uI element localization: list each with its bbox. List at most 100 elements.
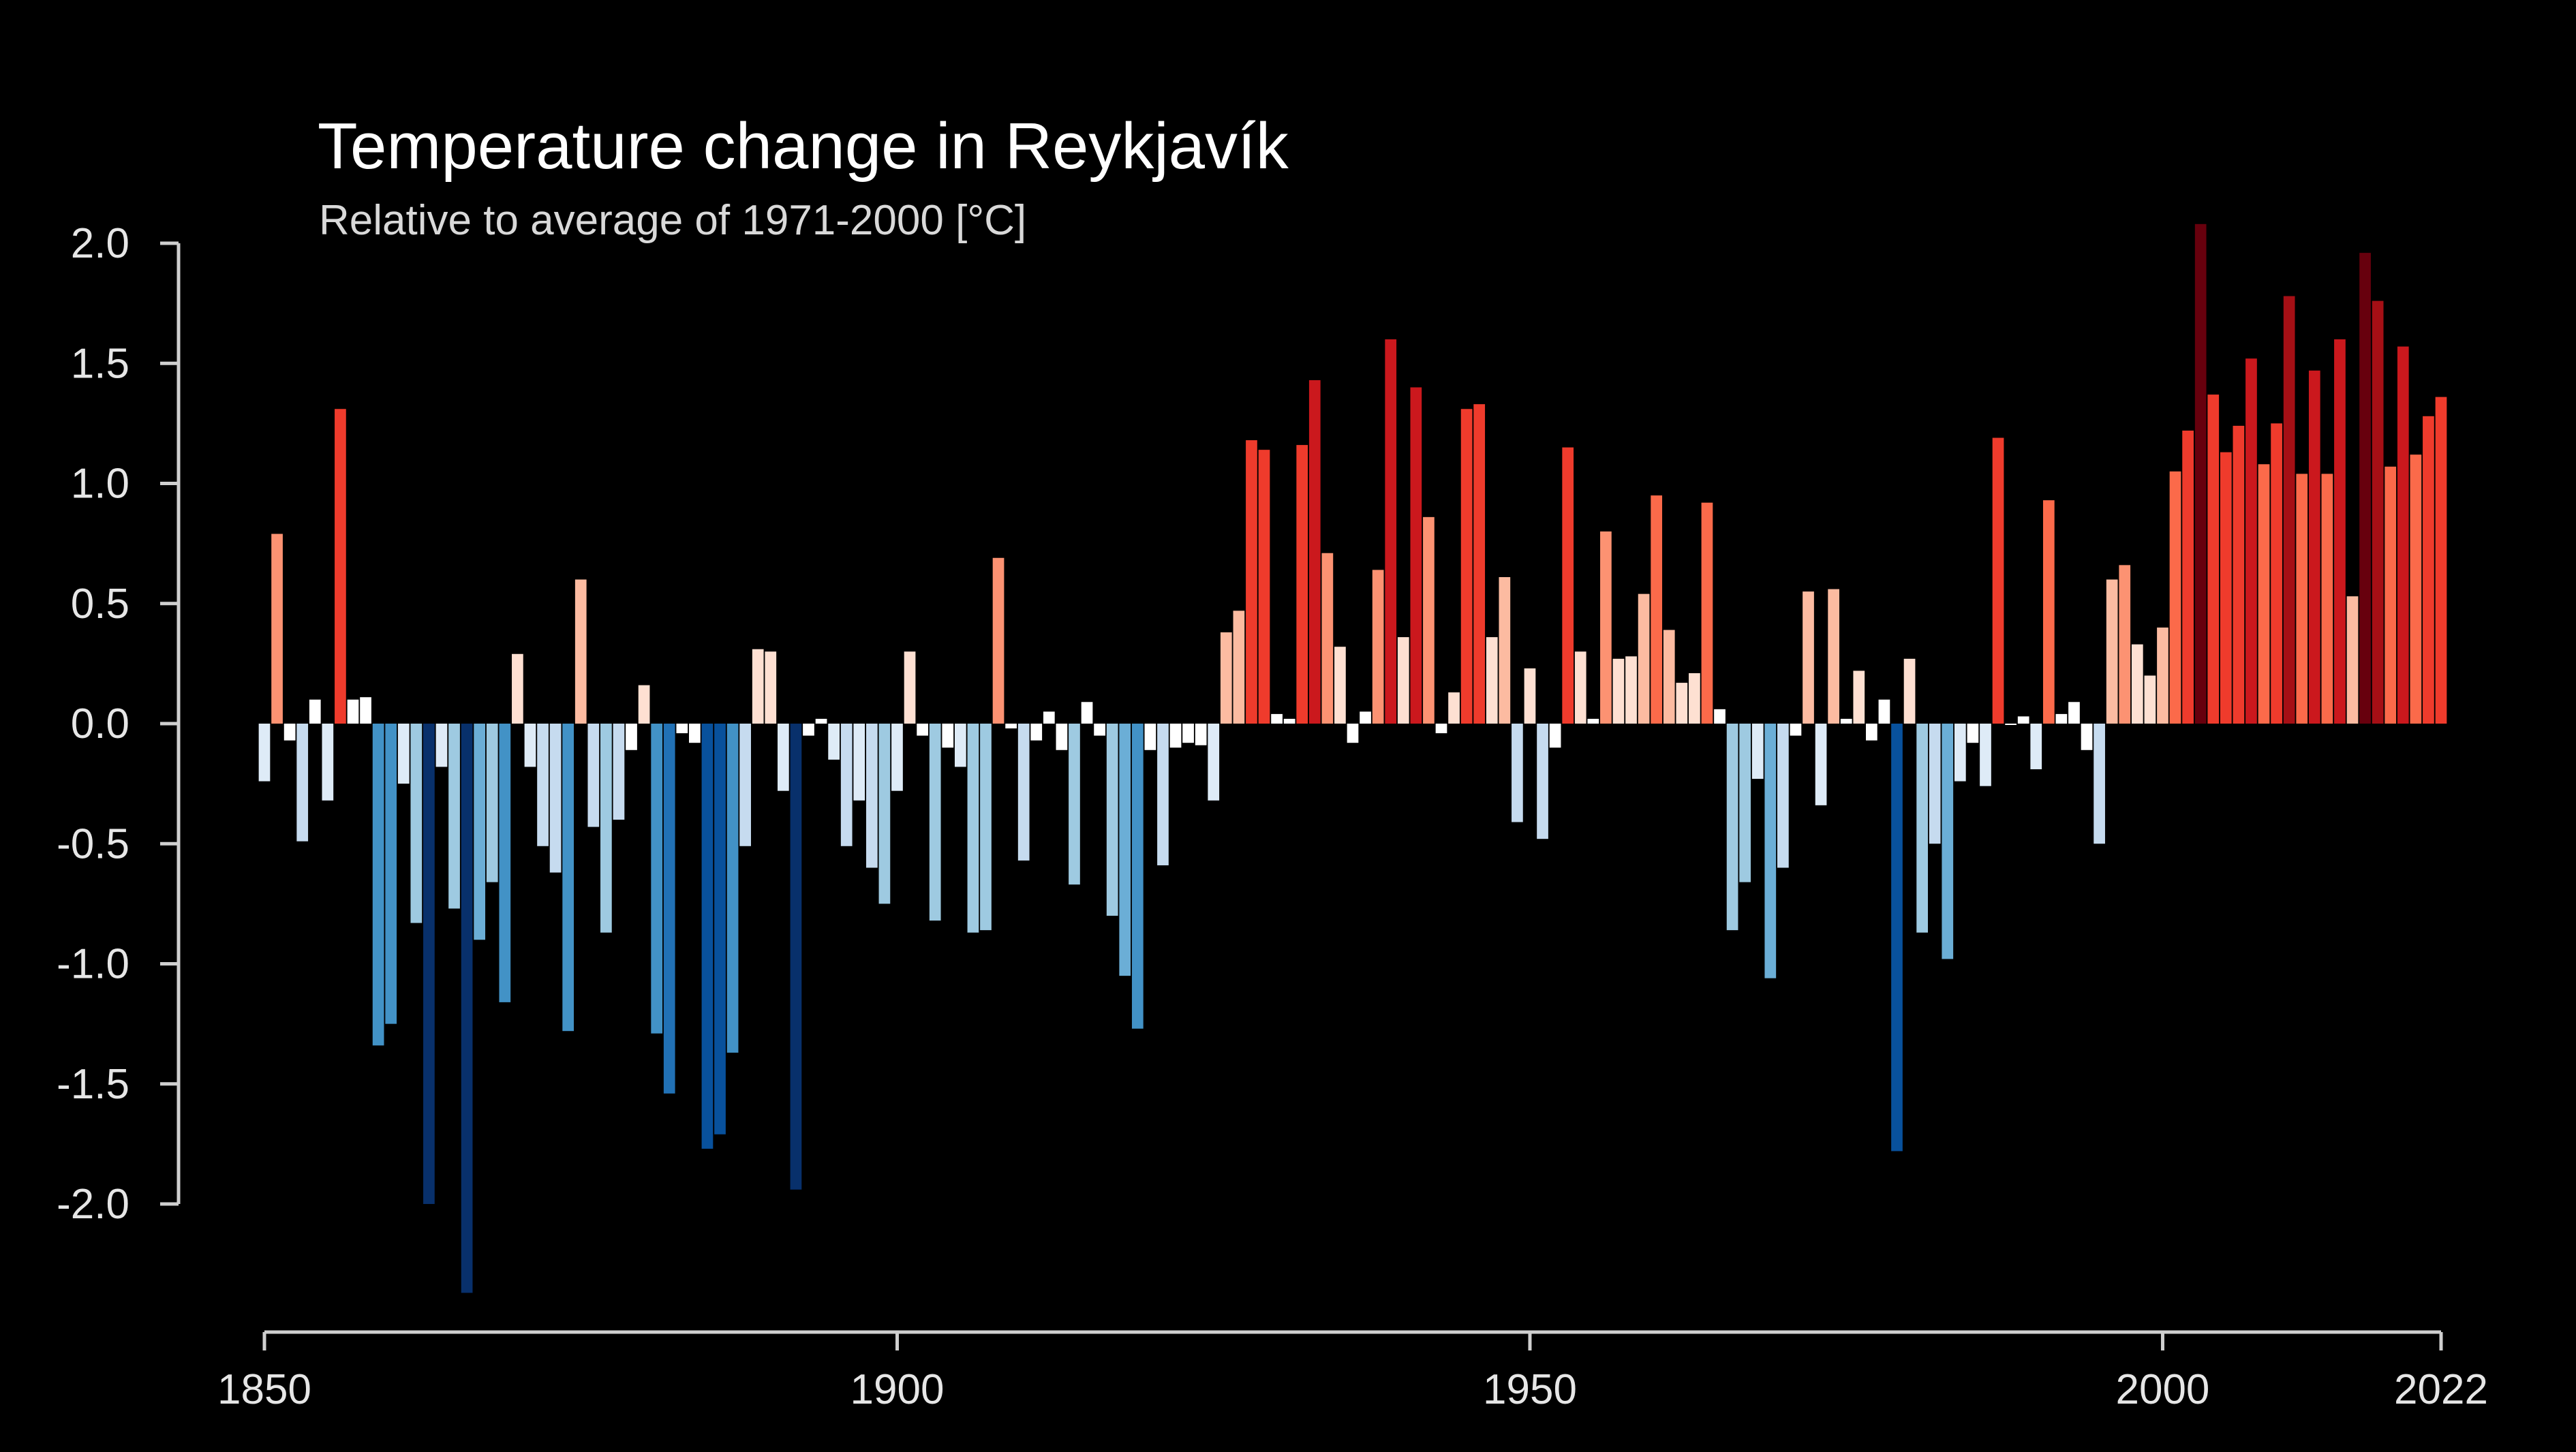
bar-1892 [790,724,802,1190]
bar-1952 [1549,724,1561,748]
x-tick-label: 1850 [217,1366,311,1413]
bar-2021 [2423,416,2434,724]
bar-2004 [2207,395,2220,724]
bar-1960 [1651,495,1663,724]
bar-1851 [271,534,283,724]
bar-1951 [1537,724,1548,839]
bar-1906 [967,724,979,933]
bar-1854 [309,699,321,724]
bar-1989 [2017,716,2029,724]
bar-1880 [638,685,650,724]
bar-1885 [701,724,714,1149]
bar-1964 [1701,502,1713,724]
bar-1921 [1157,724,1169,865]
bar-1893 [803,724,814,736]
bar-1877 [600,724,612,933]
bar-2014 [2334,339,2346,724]
bar-1879 [626,724,637,750]
bar-1967 [1739,724,1751,882]
bar-1901 [904,651,916,724]
bar-1963 [1689,673,1700,724]
bar-1904 [942,724,954,748]
y-axis: 2.0 1.5 1.0 0.5 0.0 -0.5 -1.0 -1.5 -2.0 [57,220,181,1228]
bar-1891 [778,724,789,791]
bar-1896 [840,724,853,846]
bar-1883 [676,724,688,734]
bar-1999 [2144,675,2156,724]
bar-1862 [410,724,423,923]
bar-2001 [2169,471,2181,724]
bar-1954 [1574,651,1586,724]
bar-1907 [980,724,992,931]
bar-1914 [1069,724,1080,885]
bar-1889 [752,649,764,724]
bar-1990 [2030,724,2042,769]
bar-1860 [385,724,397,1024]
bar-2011 [2296,474,2308,724]
bar-1931 [1283,718,1295,724]
bar-2020 [2410,454,2422,724]
x-tick-label: 1900 [850,1366,945,1413]
bar-1922 [1169,724,1182,748]
bar-2015 [2346,596,2359,724]
bar-1953 [1562,447,1574,724]
bar-1911 [1030,724,1043,741]
bar-1866 [461,724,473,1293]
bar-2005 [2220,452,2232,724]
bar-1968 [1751,724,1764,779]
bar-1881 [651,724,663,1034]
bar-1858 [360,697,371,724]
bar-2009 [2271,423,2282,724]
bar-1936 [1347,724,1359,743]
bar-1902 [917,724,928,736]
bar-1947 [1486,637,1498,724]
bar-1884 [689,724,701,743]
bar-1857 [347,699,359,724]
bar-1939 [1385,339,1397,724]
bar-1908 [992,557,1005,724]
bar-1956 [1600,531,1612,724]
bar-2017 [2372,300,2384,724]
bar-1988 [2005,724,2017,725]
bar-1958 [1625,656,1637,724]
bar-1912 [1043,711,1055,724]
bar-1874 [562,724,574,1032]
bar-1978 [1878,699,1890,724]
bar-1859 [372,724,384,1046]
bar-1981 [1916,724,1928,933]
bar-1957 [1612,658,1625,724]
y-tick-label: -2.0 [57,1181,129,1228]
bar-1900 [891,724,903,791]
bar-1983 [1942,724,1954,959]
bar-1923 [1182,724,1194,743]
bar-2007 [2245,358,2257,724]
bar-1966 [1726,724,1738,931]
y-tick-label: 2.0 [71,220,129,267]
x-tick-label: 2022 [2394,1366,2488,1413]
bar-1867 [474,724,486,940]
bar-1918 [1119,724,1131,976]
y-tick-label: 1.0 [71,461,129,508]
bar-2000 [2157,628,2168,724]
bar-1946 [1473,404,1486,724]
bar-1873 [549,724,562,873]
bar-1932 [1296,445,1308,724]
bar-1980 [1903,658,1916,724]
bar-1861 [397,724,410,784]
bar-2003 [2194,223,2207,724]
bar-2013 [2321,474,2333,724]
bar-1917 [1106,724,1118,916]
bar-1886 [714,724,726,1134]
bar-1959 [1638,593,1650,724]
bar-1987 [1992,437,2004,724]
bar-1943 [1435,724,1447,734]
bar-1950 [1524,668,1536,724]
bar-1894 [815,718,827,724]
bar-1955 [1587,718,1599,724]
chart-subtitle: Relative to average of 1971-2000 [°C] [319,197,1026,244]
y-tick-label: 1.5 [71,340,129,387]
bar-1962 [1676,683,1688,724]
bar-1890 [765,651,777,724]
bar-1927 [1233,611,1245,724]
